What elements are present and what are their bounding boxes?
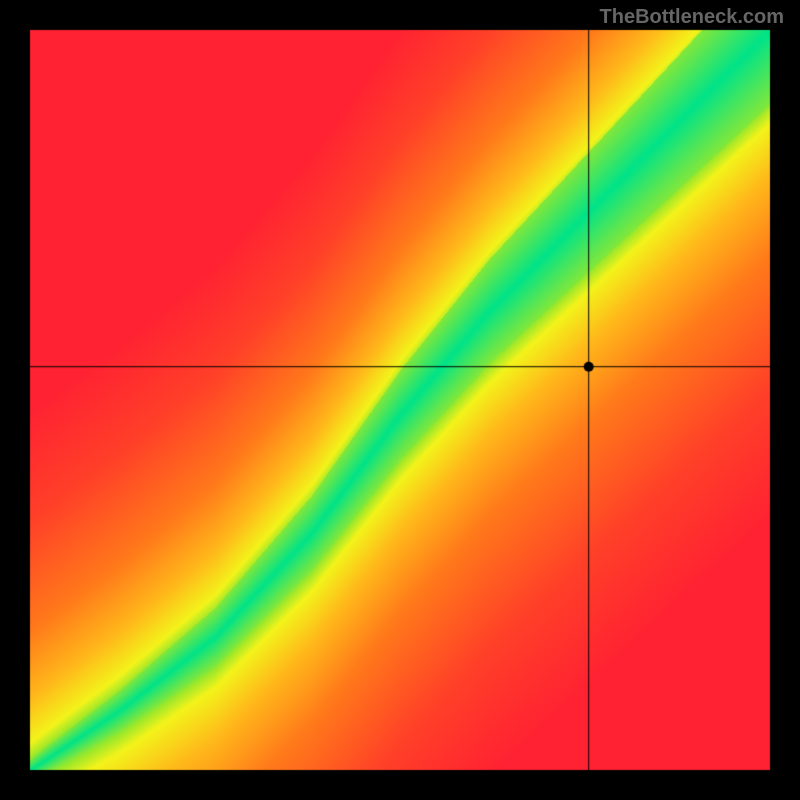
chart-container: TheBottleneck.com (0, 0, 800, 800)
watermark-text: TheBottleneck.com (600, 6, 784, 29)
heatmap-canvas (0, 0, 800, 800)
